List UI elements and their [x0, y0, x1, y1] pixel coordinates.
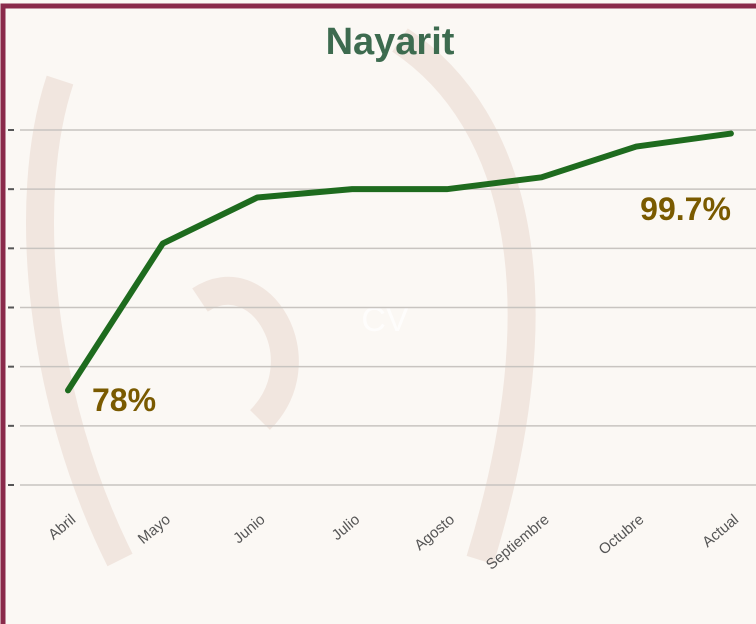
frame [0, 3, 756, 624]
background-pattern [26, 28, 536, 567]
watermark: CV [361, 301, 409, 339]
line [65, 130, 734, 394]
chart-title: Nayarit [326, 21, 455, 63]
data-label: 78% [92, 382, 156, 418]
data-label: 99.7% [640, 191, 731, 227]
